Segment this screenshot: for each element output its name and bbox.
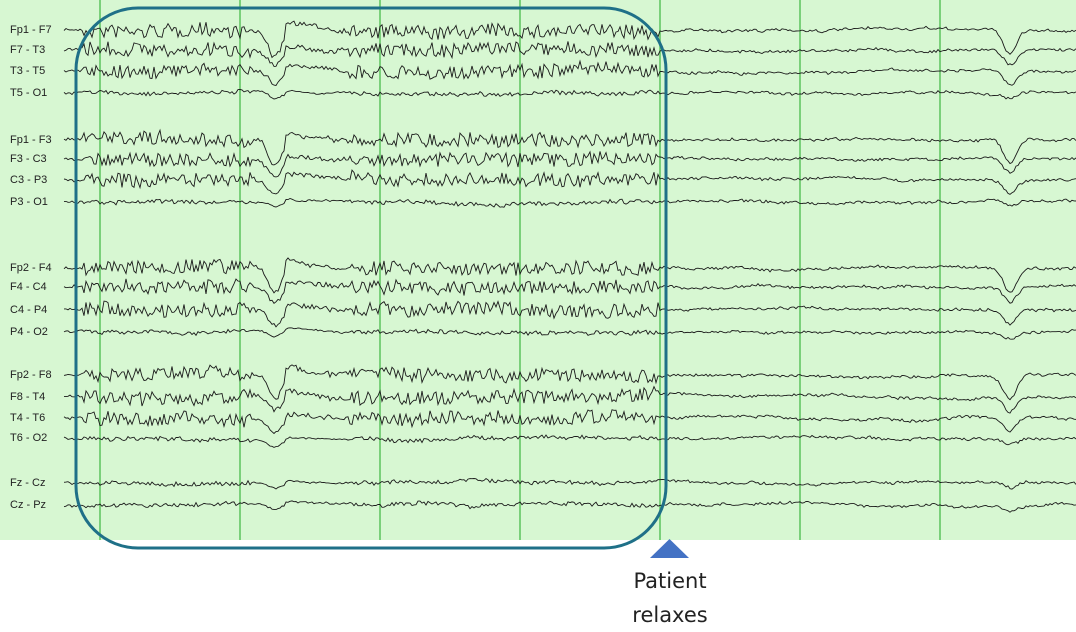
eeg-trace (63, 198, 1076, 208)
eeg-trace (63, 409, 1076, 435)
eeg-trace (64, 300, 1076, 328)
channel-label: Fp1 - F3 (10, 134, 52, 146)
channel-label: F7 - T3 (10, 44, 45, 56)
event-marker (650, 539, 689, 558)
eeg-trace (63, 169, 1076, 195)
eeg-trace (63, 327, 1076, 340)
channel-label: F3 - C3 (10, 153, 47, 165)
eeg-trace (63, 41, 1076, 67)
eeg-trace (63, 59, 1076, 87)
eeg-trace (63, 364, 1076, 401)
channel-label: T3 - T5 (10, 65, 45, 77)
eeg-trace (63, 434, 1076, 448)
channel-labels: Fp1 - F7 F7 - T3 T3 - T5 T5 - O1 Fp1 - F3 F3 … (10, 24, 52, 511)
eeg-trace (63, 500, 1076, 513)
channel-label: Fz - Cz (10, 477, 45, 489)
highlight-box (74, 6, 668, 550)
eeg-trace (63, 150, 1076, 178)
channel-label: C4 - P4 (10, 304, 47, 316)
channel-label: T4 - T6 (10, 412, 45, 424)
eeg-trace (63, 278, 1076, 304)
eeg-trace (63, 20, 1076, 59)
channel-label: Fp2 - F8 (10, 369, 52, 381)
channel-label: C3 - P3 (10, 174, 47, 186)
annotation-line: Patient (633, 569, 706, 593)
channel-label: Cz - Pz (10, 499, 46, 511)
annotation-line: relaxes (632, 603, 707, 627)
eeg-trace (63, 257, 1076, 294)
eeg-trace (63, 385, 1076, 414)
eeg-trace (63, 89, 1076, 100)
channel-label: P4 - O2 (10, 326, 48, 338)
channel-label: T6 - O2 (10, 432, 47, 444)
channel-label: T5 - O1 (10, 87, 47, 99)
channel-label: Fp1 - F7 (10, 24, 52, 36)
channel-label: F8 - T4 (10, 391, 45, 403)
channel-label: Fp2 - F4 (10, 262, 52, 274)
eeg-background (0, 0, 1076, 540)
channel-label: P3 - O1 (10, 196, 48, 208)
traces (63, 20, 1076, 513)
eeg-trace (63, 478, 1076, 490)
channel-label: F4 - C4 (10, 281, 47, 293)
eeg-trace (63, 128, 1076, 166)
